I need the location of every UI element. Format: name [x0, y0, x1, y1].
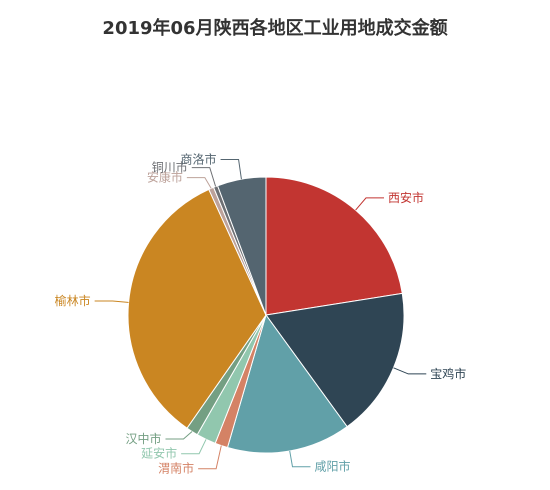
slice-0-label: 西安市 [388, 190, 424, 205]
slice-3-leader [198, 445, 222, 470]
slice-9-leader [220, 158, 242, 180]
slice-3-label: 渭南市 [158, 461, 194, 476]
slice-1-leader [393, 367, 427, 375]
slice-0[interactable] [265, 176, 403, 316]
slice-0-leader [355, 197, 385, 211]
chart-title: 2019年06月陕西各地区工业用地成交金额 [102, 18, 448, 39]
slice-1[interactable] [265, 292, 405, 428]
slice-5-leader [165, 431, 193, 440]
slice-1-label: 宝鸡市 [430, 366, 466, 381]
slice-8-leader [191, 167, 217, 187]
slice-4-label: 延安市 [141, 446, 177, 461]
slice-9-label: 商洛市 [181, 151, 217, 166]
slice-2[interactable] [226, 313, 348, 454]
slice-8-label: 铜川市 [152, 160, 188, 175]
slice-2-label: 咸阳市 [314, 459, 350, 474]
slice-2-leader [289, 450, 311, 468]
slice-6-label: 榆林市 [55, 293, 91, 308]
slice-7-leader [186, 177, 212, 189]
slice-5-label: 汉中市 [125, 431, 161, 446]
slice-4-leader [181, 439, 207, 455]
slice-6-leader [94, 300, 129, 303]
slice-7-label: 安康市 [147, 170, 183, 185]
slice-6[interactable] [127, 188, 267, 429]
